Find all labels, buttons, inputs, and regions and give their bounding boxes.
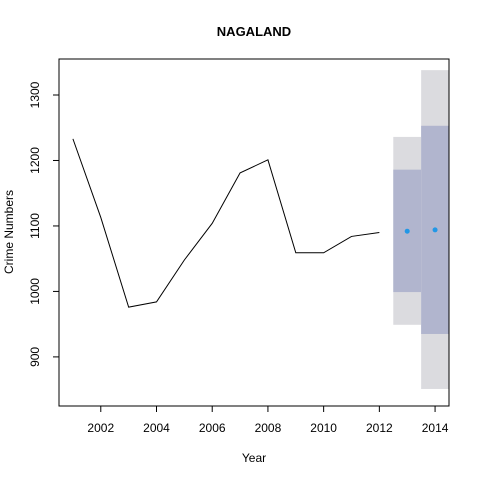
series-layer <box>72 138 380 308</box>
y-tick-label-1300: 1300 <box>28 81 42 108</box>
chart-title: NAGALAND <box>217 24 291 39</box>
x-axis-label: Year <box>242 451 266 465</box>
y-tick-label-1200: 1200 <box>28 147 42 174</box>
forecast-point-2014 <box>432 227 438 233</box>
forecast-point-2013 <box>404 228 410 234</box>
x-tick-label-2004: 2004 <box>143 421 170 435</box>
series-line-0 <box>72 138 380 308</box>
x-tick-label-2002: 2002 <box>87 421 114 435</box>
y-tick-label-1000: 1000 <box>28 278 42 305</box>
forecast-points <box>404 227 438 234</box>
y-axis: 900 1000 1100 1200 1300 <box>28 81 60 367</box>
x-tick-label-2008: 2008 <box>255 421 282 435</box>
x-tick-label-2010: 2010 <box>310 421 337 435</box>
y-tick-label-1100: 1100 <box>28 213 42 239</box>
x-tick-label-2014: 2014 <box>422 421 449 435</box>
x-tick-label-2012: 2012 <box>366 421 393 435</box>
x-axis: 2002 2004 2006 2008 2010 2012 2014 <box>87 405 449 435</box>
x-tick-label-2006: 2006 <box>199 421 226 435</box>
prediction-intervals <box>393 70 449 389</box>
plot-frame <box>58 58 450 407</box>
y-tick-label-900: 900 <box>28 347 42 367</box>
y-axis-label: Crime Numbers <box>2 190 16 274</box>
